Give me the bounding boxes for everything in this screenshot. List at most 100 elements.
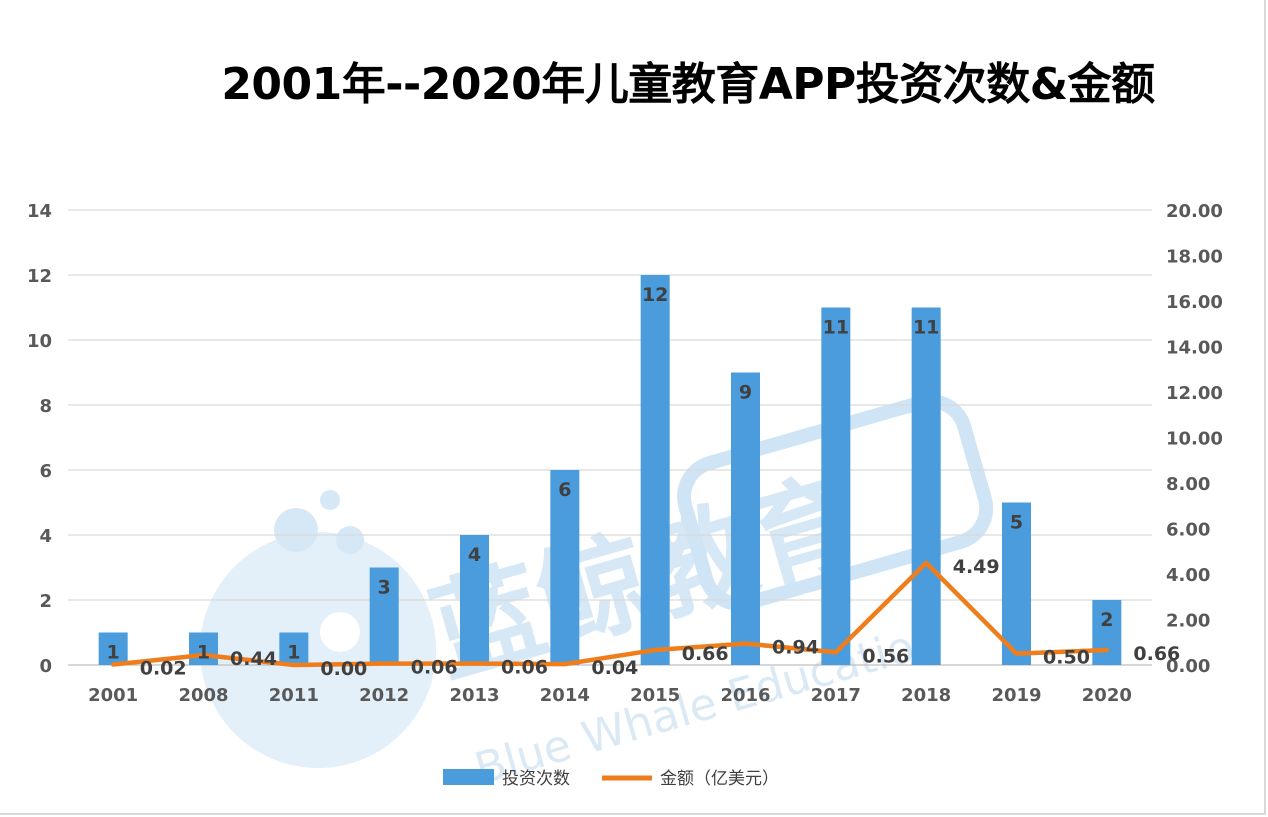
line-value-label: 0.94 [772,637,819,659]
right-tick-label: 10.00 [1166,429,1223,450]
legend-swatch-bars [443,769,494,785]
watermark: 蓝鲸教育Blue Whale Education [200,394,994,795]
bar-value-label: 11 [823,317,849,339]
x-tick-label: 2019 [991,685,1041,706]
line-value-label: 0.44 [230,648,277,670]
bar [550,470,580,665]
amount-line [110,560,1110,668]
line-point [563,662,567,666]
watermark-badge [677,394,994,611]
left-tick-label: 6 [39,461,52,482]
x-tick-label: 2016 [720,685,770,706]
line-point [382,662,386,666]
right-tick-label: 0.00 [1166,656,1210,677]
line-point [834,650,838,654]
x-tick-label: 2001 [88,685,138,706]
bar [731,372,760,665]
right-tick-label: 6.00 [1166,520,1210,541]
right-tick-label: 20.00 [1166,201,1223,222]
left-tick-label: 8 [39,396,52,417]
right-axis: 0.00 2.00 4.00 6.00 8.00 10.00 12.00 14.00 16.00… [1166,201,1223,677]
x-tick-label: 2018 [901,685,951,706]
line-value-label: 0.00 [320,658,367,680]
bar [1002,502,1031,665]
bar [369,567,399,665]
bar-series [98,275,1122,665]
right-tick-label: 4.00 [1166,565,1210,586]
x-tick-label: 2011 [269,685,319,706]
line-value-label: 0.06 [411,657,458,679]
bar [1092,600,1122,665]
bar-value-label: 6 [558,479,571,501]
right-tick-label: 12.00 [1166,383,1223,404]
bar [640,275,670,665]
legend-label-bars: 投资次数 [502,769,570,789]
bar-value-label: 4 [468,544,481,566]
line-value-label: 0.50 [1043,647,1090,669]
gridlines [68,209,1152,666]
line-point [1105,648,1109,652]
line-value-label: 0.66 [1133,643,1180,665]
bar-value-label: 3 [378,577,391,599]
line-point [744,642,747,646]
watermark-whale-eye [320,612,360,652]
left-axis: 0 2 4 6 8 10 12 14 [27,201,52,677]
watermark-drop [336,526,364,554]
line-point [111,663,115,667]
left-tick-label: 2 [39,591,52,612]
bar [911,307,941,665]
bar [98,632,128,665]
x-tick-label: 2008 [178,685,228,706]
left-tick-label: 0 [39,656,52,677]
legend: 投资次数 金额（亿美元） [443,769,779,789]
line-point [473,662,476,666]
bar-value-label: 2 [1100,609,1113,631]
line-value-label: 4.49 [953,556,1000,578]
bar [279,632,309,665]
left-tick-label: 10 [27,331,52,352]
line-value-label: 0.66 [682,643,729,665]
right-tick-label: 8.00 [1166,474,1210,495]
line-point [292,663,296,667]
line-point [653,648,657,652]
bar-value-label: 5 [1010,512,1023,534]
chart-title: 2001年--2020年儿童教育APP投资次数&金额 [221,59,1155,110]
x-tick-label: 2014 [540,685,590,706]
x-tick-label: 2015 [630,685,680,706]
right-tick-label: 2.00 [1166,611,1210,632]
line-value-label: 0.02 [140,658,187,680]
bar-value-label: 12 [642,284,668,306]
x-tick-label: 2013 [449,685,499,706]
right-tick-label: 16.00 [1166,292,1223,313]
watermark-drop [320,490,340,510]
line-value-label: 0.56 [862,645,909,667]
left-tick-label: 4 [39,526,52,547]
line-point [1015,652,1018,656]
x-tick-label: 2017 [811,685,861,706]
line-point [202,653,205,657]
right-tick-label: 14.00 [1166,338,1223,359]
bar [189,632,218,665]
bar-value-label: 1 [107,642,120,664]
line-point [924,561,928,565]
line-value-label: 0.06 [501,657,548,679]
x-tick-label: 2012 [359,685,409,706]
x-axis: 2001 2008 2011 2012 2013 2014 2015 2016 2017 2018… [88,685,1132,706]
bar-value-label: 1 [197,642,210,664]
watermark-drop [274,508,318,552]
legend-label-line: 金额（亿美元） [660,769,779,789]
line-series [110,560,1110,668]
left-tick-label: 12 [27,266,52,287]
line-value-label: 0.04 [591,657,638,679]
bar-value-label: 9 [739,382,752,404]
bar-value-label: 1 [287,642,300,664]
bar-value-label: 11 [913,317,939,339]
left-tick-label: 14 [27,201,52,222]
right-tick-label: 18.00 [1166,247,1223,268]
x-tick-label: 2020 [1082,685,1132,706]
bar [460,535,489,665]
bar [821,307,851,665]
